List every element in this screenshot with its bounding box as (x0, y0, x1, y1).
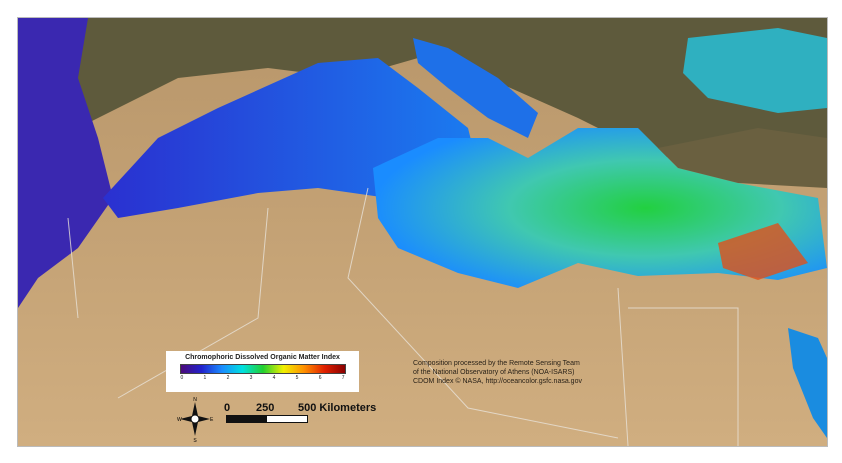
legend-tick: 1 (203, 375, 207, 381)
legend-tick: 0 (180, 375, 184, 381)
scale-bar-graphic (226, 415, 308, 423)
compass-e: E (210, 417, 214, 423)
compass-n: N (193, 397, 197, 403)
credits-line: CDOM Index © NASA, http://oceancolor.gsf… (413, 378, 582, 385)
legend-tick: 7 (341, 375, 345, 381)
map-canvas (18, 18, 827, 446)
scale-label-500: 500 Kilometers (298, 402, 377, 414)
legend-tick: 3 (249, 375, 253, 381)
credits-line: of the National Observatory of Athens (N… (413, 369, 575, 376)
country-borders (67, 187, 739, 446)
high-cdom-nile-delta (718, 223, 808, 280)
legend-title: Chromophoric Dissolved Organic Matter In… (185, 354, 340, 361)
credits-text: Composition processed by the Remote Sens… (413, 359, 582, 386)
sea-atlantic (18, 18, 113, 308)
sea-adriatic (413, 38, 538, 138)
compass-w: W (177, 417, 182, 423)
color-legend: Chromophoric Dissolved Organic Matter In… (166, 351, 359, 392)
satellite-map (17, 17, 828, 447)
sea-eastern-med (373, 128, 827, 288)
credits-line: Composition processed by the Remote Sens… (413, 360, 580, 367)
scale-label-250: 250 (256, 402, 275, 414)
compass-rose-icon: N S W E (176, 396, 214, 444)
sea-black (683, 28, 827, 113)
sea-red (788, 328, 827, 438)
land-anatolia (658, 128, 827, 188)
legend-colorbar (179, 364, 346, 374)
legend-tick: 6 (318, 375, 322, 381)
land-europe (18, 18, 827, 158)
legend-tick: 4 (272, 375, 276, 381)
legend-tick: 5 (295, 375, 299, 381)
legend-ticks: 0 1 2 3 4 5 6 7 (181, 375, 345, 381)
scale-label-0: 0 (224, 402, 231, 414)
legend-tick: 2 (226, 375, 230, 381)
compass-s: S (193, 438, 197, 442)
